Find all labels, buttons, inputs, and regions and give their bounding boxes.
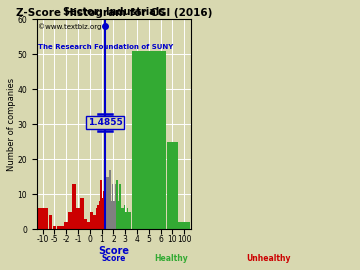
Bar — [99, 201, 100, 229]
Text: Score: Score — [102, 254, 126, 263]
Bar — [128, 212, 131, 229]
Bar — [103, 191, 105, 229]
Bar — [115, 184, 116, 229]
Bar — [68, 212, 72, 229]
Bar — [113, 201, 115, 229]
Bar — [87, 222, 90, 229]
Bar — [108, 177, 109, 229]
Bar — [37, 208, 49, 229]
Bar — [90, 212, 93, 229]
Bar — [97, 205, 99, 229]
Bar — [72, 184, 76, 229]
Bar — [118, 201, 120, 229]
Text: ©www.textbiz.org: ©www.textbiz.org — [39, 23, 102, 30]
Bar — [93, 215, 96, 229]
Title: Z-Score Histogram for CGI (2016): Z-Score Histogram for CGI (2016) — [16, 8, 212, 18]
Bar — [76, 208, 80, 229]
Bar — [102, 198, 103, 229]
Bar — [112, 184, 113, 229]
Text: Unhealthy: Unhealthy — [246, 254, 291, 263]
Text: Sector: Industrials: Sector: Industrials — [63, 7, 165, 17]
Text: Healthy: Healthy — [154, 254, 188, 263]
Text: The Research Foundation of SUNY: The Research Foundation of SUNY — [39, 44, 174, 50]
Bar — [125, 212, 127, 229]
Bar — [57, 226, 60, 229]
Bar — [116, 180, 118, 229]
Bar — [105, 156, 106, 229]
Bar — [122, 208, 124, 229]
X-axis label: Score: Score — [99, 246, 130, 256]
Bar — [111, 201, 112, 229]
Bar — [100, 180, 102, 229]
Bar — [53, 226, 57, 229]
Bar — [96, 208, 97, 229]
Y-axis label: Number of companies: Number of companies — [7, 77, 16, 171]
Bar — [131, 50, 166, 229]
Bar — [60, 226, 64, 229]
Text: 1.4855: 1.4855 — [88, 118, 123, 127]
Bar — [64, 222, 68, 229]
Bar — [80, 198, 84, 229]
Bar — [84, 219, 87, 229]
Bar — [106, 177, 108, 229]
Bar — [121, 208, 122, 229]
Bar — [124, 205, 125, 229]
Bar — [127, 208, 128, 229]
Bar — [167, 141, 178, 229]
Bar — [120, 184, 121, 229]
Bar — [109, 170, 111, 229]
Bar — [179, 222, 190, 229]
Bar — [49, 215, 53, 229]
